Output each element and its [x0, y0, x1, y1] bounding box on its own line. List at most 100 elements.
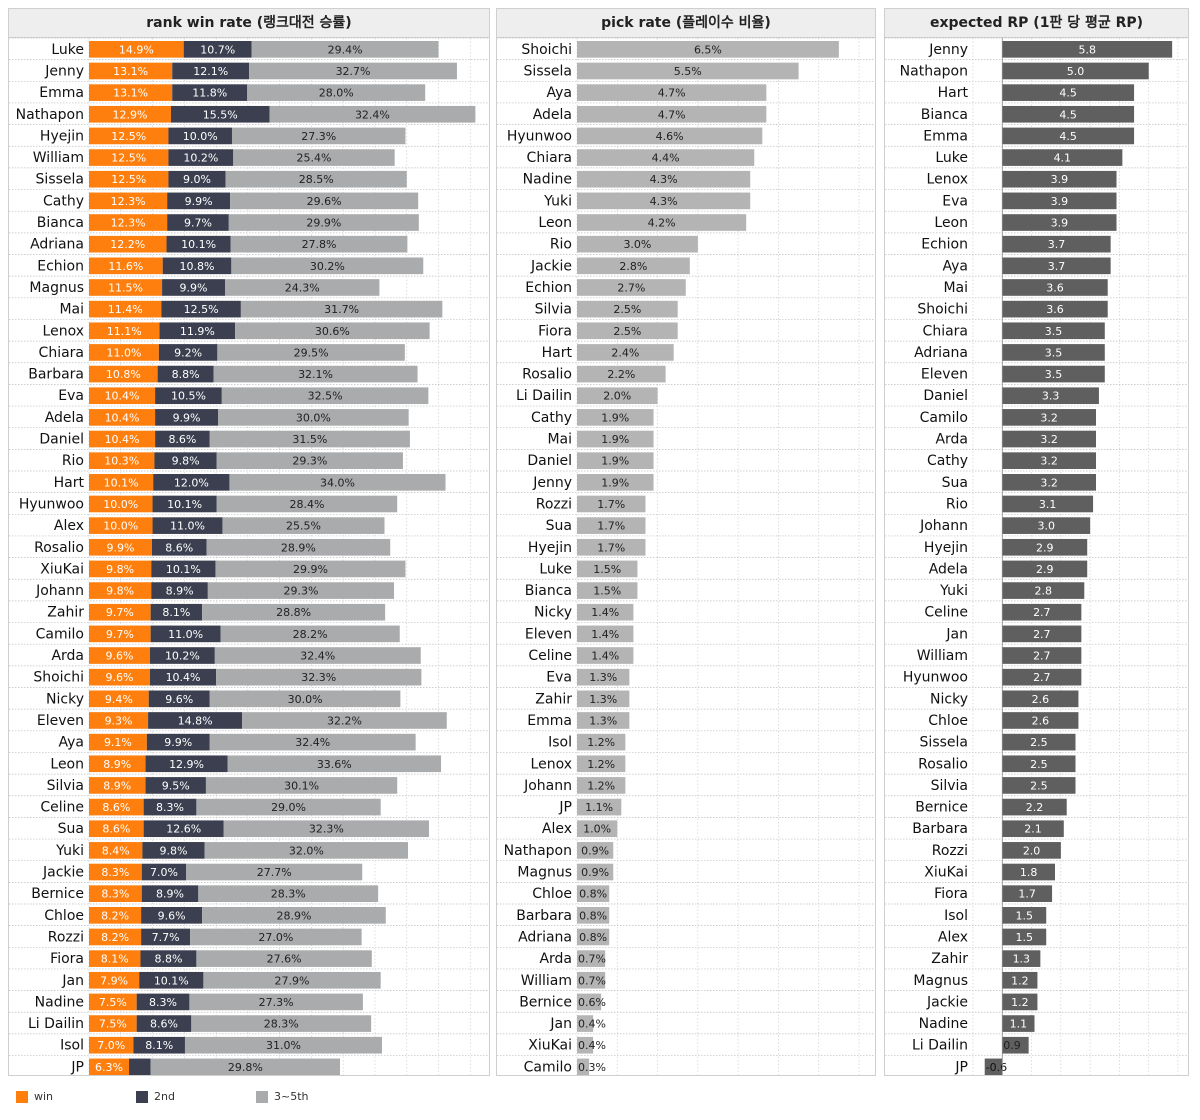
data-label: 1.1 — [1010, 1018, 1028, 1031]
data-label-3to5: 32.3% — [309, 823, 344, 836]
data-label-3to5: 32.2% — [327, 714, 362, 727]
bar-win — [89, 365, 158, 383]
data-label: 6.5% — [694, 43, 722, 56]
category-label: Jenny — [44, 63, 84, 79]
category-label: Isol — [548, 735, 572, 751]
bar — [1002, 885, 1053, 902]
data-label: 4.2% — [648, 217, 676, 230]
category-label: Jan — [61, 973, 84, 989]
data-label-2nd: 8.1% — [162, 606, 190, 619]
category-label: Hyejin — [924, 540, 968, 556]
bar-win — [89, 452, 155, 469]
bar-3to5 — [231, 127, 406, 145]
data-label: 3.1 — [1039, 498, 1057, 511]
category-label: Sissela — [524, 63, 572, 79]
data-label-win: 12.2% — [110, 238, 145, 251]
category-label: Arda — [51, 648, 84, 664]
data-label-2nd: 8.3% — [149, 996, 177, 1009]
bar-win — [89, 733, 147, 751]
data-label-win: 10.0% — [103, 520, 138, 533]
bar-3to5 — [209, 733, 416, 751]
legend-item-2nd: 2nd — [136, 1086, 175, 1103]
data-label-2nd: 9.9% — [185, 195, 213, 208]
category-label: Yuki — [55, 843, 84, 859]
category-label: Rio — [946, 496, 968, 512]
category-label: Hyejin — [40, 128, 84, 144]
bar — [1002, 300, 1108, 318]
bar-win — [89, 625, 151, 643]
bar — [577, 907, 610, 924]
bar-3to5 — [249, 62, 457, 80]
legend-label-3to5: 3~5th — [274, 1090, 309, 1103]
bar — [577, 538, 646, 556]
data-label: 0.9% — [581, 866, 609, 879]
category-label: Rio — [62, 453, 84, 469]
bar-3to5 — [228, 214, 419, 231]
data-label: 4.6% — [656, 130, 684, 143]
category-label: Silvia — [47, 778, 84, 794]
data-label-3to5: 27.0% — [258, 931, 293, 944]
data-label: 2.7 — [1033, 606, 1051, 619]
data-label-2nd: 8.3% — [156, 801, 184, 814]
category-label: Sua — [942, 475, 968, 491]
bar-win — [89, 928, 142, 946]
legend-item-win: win — [16, 1086, 53, 1103]
category-label: Celine — [40, 800, 84, 816]
category-label: Eva — [942, 193, 968, 209]
category-label: Arda — [539, 951, 572, 967]
data-label-3to5: 25.5% — [286, 520, 321, 533]
data-label-win: 8.3% — [101, 866, 129, 879]
bar-3to5 — [214, 647, 421, 664]
category-label: Nathapon — [16, 107, 84, 123]
category-label: Leon — [934, 215, 968, 231]
category-label: Hyejin — [528, 540, 572, 556]
category-label: Aya — [943, 258, 969, 274]
data-label-win: 11.4% — [108, 303, 143, 316]
data-label-win: 9.7% — [106, 628, 134, 641]
bar-3to5 — [217, 344, 405, 361]
category-label: Mai — [59, 302, 84, 318]
bar — [577, 1058, 590, 1075]
category-label: Chiara — [39, 345, 84, 361]
category-label: Adriana — [914, 345, 968, 361]
category-label: Celine — [924, 605, 968, 621]
bar — [1002, 798, 1067, 816]
bar-2nd — [155, 430, 210, 448]
data-label-3to5: 29.6% — [307, 195, 342, 208]
bar — [577, 842, 614, 859]
data-label-2nd: 11.0% — [170, 520, 205, 533]
data-label-2nd: 7.0% — [150, 866, 178, 879]
bar — [577, 105, 767, 123]
bar-3to5 — [189, 993, 363, 1011]
bar-3to5 — [204, 842, 409, 859]
data-label: 1.2% — [587, 736, 615, 749]
bar-2nd — [155, 387, 222, 405]
data-label-2nd: 9.9% — [164, 736, 192, 749]
data-label-3to5: 29.0% — [271, 801, 306, 814]
bar-3to5 — [184, 1036, 382, 1054]
data-label: 3.9 — [1051, 217, 1069, 230]
data-label-2nd: 10.1% — [181, 238, 216, 251]
bar — [1002, 214, 1117, 231]
bar-win — [89, 474, 154, 491]
bar-3to5 — [235, 322, 430, 340]
bar-win — [89, 603, 151, 621]
category-label: Nadine — [523, 172, 572, 188]
bar — [577, 322, 678, 340]
category-label: Rozzi — [48, 929, 84, 945]
bar — [984, 1058, 1003, 1075]
bar — [1002, 971, 1038, 989]
data-label-win: 10.1% — [104, 476, 139, 489]
data-label: 2.5% — [613, 303, 641, 316]
bar-win — [89, 430, 156, 448]
data-label-2nd: 12.1% — [193, 65, 228, 78]
bar — [577, 647, 634, 664]
data-label: 1.8 — [1020, 866, 1038, 879]
data-label: 1.7% — [597, 498, 625, 511]
data-label-2nd: 9.9% — [173, 411, 201, 424]
category-label: Shoichi — [33, 670, 84, 686]
data-label-3to5: 29.3% — [292, 455, 327, 468]
data-label-2nd: 8.8% — [154, 953, 182, 966]
category-label: Aya — [547, 85, 573, 101]
bar — [577, 928, 610, 946]
